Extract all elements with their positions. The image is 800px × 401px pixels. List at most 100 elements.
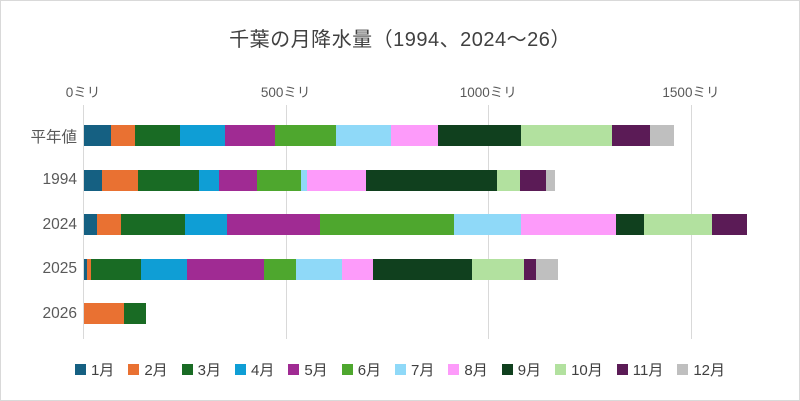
bar-segment-8月 [391, 125, 438, 146]
legend-item-5月: 5月 [288, 359, 328, 380]
bar-segment-2月 [111, 125, 136, 146]
bar-segment-7月 [453, 214, 521, 235]
bar-segment-1月 [84, 125, 112, 146]
bar-segment-12月 [546, 169, 556, 191]
legend-item-4月: 4月 [235, 359, 274, 380]
bar-row [84, 169, 556, 191]
x-tick-label: 500ミリ [260, 85, 311, 100]
legend-label: 5月 [304, 362, 328, 379]
bar-segment-1月 [84, 169, 102, 191]
bar-segment-4月 [184, 214, 227, 235]
bar-segment-3月 [90, 258, 141, 280]
bar-segment-8月 [306, 169, 366, 191]
legend-swatch-icon [341, 364, 353, 375]
legend: 1月 2月 3月 4月 5月 6月 7月 8月 9月 10月 11月 12月 [1, 359, 799, 380]
legend-label: 11月 [632, 362, 664, 379]
bar-segment-12月 [650, 125, 674, 146]
legend-swatch-icon [677, 364, 689, 375]
legend-item-10月: 10月 [555, 359, 603, 380]
bar-segment-1月 [84, 258, 87, 280]
bar-segment-3月 [135, 125, 181, 146]
legend-swatch-icon [288, 364, 300, 375]
legend-item-8月: 8月 [448, 359, 488, 380]
bar-segment-3月 [123, 303, 147, 324]
legend-label: 9月 [517, 362, 542, 379]
bar-segment-8月 [341, 258, 373, 280]
bar-segment-6月 [256, 169, 301, 191]
legend-item-11月: 11月 [616, 359, 664, 380]
bar-segment-2月 [96, 214, 122, 235]
legend-item-7月: 7月 [395, 359, 434, 380]
legend-swatch-icon [616, 364, 628, 375]
legend-label: 4月 [251, 362, 275, 379]
y-axis-label: 2026 [42, 304, 77, 322]
legend-item-9月: 9月 [501, 359, 542, 380]
legend-swatch-icon [74, 364, 86, 375]
legend-label: 12月 [693, 362, 726, 379]
bar-segment-2月 [101, 169, 138, 191]
bar-segment-11月 [712, 214, 748, 235]
legend-swatch-icon [395, 364, 407, 375]
bar-segment-9月 [437, 125, 521, 146]
legend-item-3月: 3月 [181, 359, 221, 380]
bar-segment-4月 [140, 258, 187, 280]
bar-segment-11月 [520, 169, 547, 191]
chart-title: 千葉の月降水量（1994、2024～26） [229, 29, 571, 51]
bar-segment-6月 [274, 125, 336, 146]
bar-segment-4月 [198, 169, 219, 191]
bar-segment-9月 [615, 214, 645, 235]
bar-segment-10月 [644, 214, 713, 235]
bar-segment-10月 [520, 125, 613, 146]
bar-segment-3月 [121, 214, 185, 235]
legend-label: 6月 [357, 362, 382, 379]
legend-label: 8月 [464, 362, 488, 379]
legend-item-1月: 1月 [74, 359, 114, 380]
legend-item-12月: 12月 [677, 359, 725, 380]
legend-swatch-icon [235, 364, 246, 375]
y-axis-label: 2025 [42, 260, 77, 277]
bar-row [84, 125, 674, 146]
legend-label: 10月 [571, 362, 603, 379]
bar-segment-7月 [335, 125, 392, 146]
legend-label: 3月 [197, 362, 221, 379]
bar-segment-4月 [180, 125, 225, 146]
bar-segment-10月 [471, 258, 525, 280]
bar-segment-6月 [264, 258, 296, 280]
bar-segment-5月 [218, 169, 257, 191]
legend-swatch-icon [181, 364, 193, 375]
legend-swatch-icon [448, 364, 460, 375]
legend-label: 7月 [411, 362, 435, 379]
legend-swatch-icon [555, 364, 567, 375]
bar-segment-11月 [612, 125, 651, 146]
legend-swatch-icon [128, 364, 140, 375]
bar-segment-5月 [226, 214, 320, 235]
bar-row [84, 214, 748, 235]
bar-segment-8月 [520, 214, 616, 235]
x-tick-label: 1000ミリ [459, 85, 517, 100]
y-axis-label: 平年値 [30, 128, 77, 146]
y-axis-label: 2024 [42, 215, 77, 233]
legend-label: 2月 [144, 362, 168, 379]
bar-row [84, 258, 558, 280]
bar-segment-1月 [84, 214, 97, 235]
x-tick-label: 0ミリ [65, 85, 101, 100]
bar-segment-10月 [496, 169, 521, 191]
x-tick-label: 1500ミリ [662, 85, 720, 100]
bar-segment-6月 [319, 214, 454, 235]
legend-swatch-icon [501, 364, 513, 375]
legend-item-6月: 6月 [341, 359, 382, 380]
bar-segment-11月 [524, 258, 536, 280]
bar-segment-9月 [365, 169, 497, 191]
bar-segment-5月 [224, 125, 275, 146]
y-axis-label: 1994 [42, 171, 77, 188]
bar-segment-2月 [86, 258, 91, 280]
bar-segment-3月 [137, 169, 199, 191]
bar-segment-7月 [300, 169, 307, 191]
legend-item-2月: 2月 [128, 359, 168, 380]
gridline [83, 105, 84, 339]
bar-segment-7月 [295, 258, 342, 280]
bar-segment-5月 [186, 258, 265, 280]
bar-segment-9月 [372, 258, 472, 280]
